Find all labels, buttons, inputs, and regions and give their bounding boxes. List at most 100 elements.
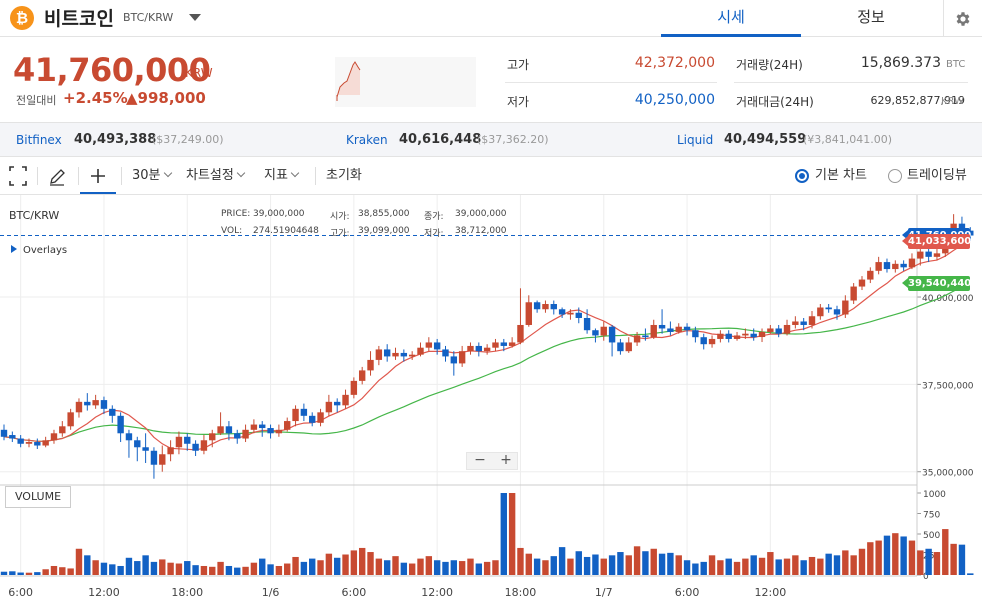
exchange-price: 40,616,448 [399,132,482,147]
high-value: 42,372,000 [634,55,715,71]
candle-body [84,401,91,406]
exchange-price: 40,494,559 [724,132,807,147]
volume-bar [758,557,766,575]
tradingview-radio[interactable] [888,169,902,183]
y-tick-label: 37,500,000 [922,381,974,391]
interval-dropdown[interactable]: 30분 [132,157,172,195]
candle-body [358,370,366,381]
candle-body [650,324,657,338]
draw-pencil-icon[interactable] [48,157,66,195]
candle-body [350,380,358,395]
candle-body [500,342,507,346]
tradingview-label[interactable]: 트레이딩뷰 [907,168,967,183]
x-tick-label: 12:00 [755,586,787,599]
volume-bar [658,553,666,575]
candle-body [892,263,899,270]
candle-body [608,326,616,343]
candlestick-chart-svg[interactable]: 6:00 12:00 18:00 1/6 6:00 12:00 18:00 1/7 6:00 12… [0,195,982,606]
volume-bar [100,562,108,575]
candle-body [742,333,749,336]
crosshair-icon[interactable] [89,157,107,195]
volume-bar [375,558,383,575]
volume-bar [533,558,541,575]
exchange-usd: ($37,249.00) [152,133,224,146]
pair-dropdown-caret-icon[interactable] [189,14,201,21]
reset-button[interactable]: 초기화 [326,168,362,183]
indicators-label: 지표 [264,168,288,183]
volume-bar [142,555,149,575]
x-tick-label: 1/7 [595,586,613,599]
candle-body [200,440,208,451]
candle-body [533,302,541,310]
candle-body [858,279,866,287]
candle-body [175,436,183,448]
volume-bar [109,564,116,575]
candle-body [225,426,233,434]
settings-gear-icon[interactable] [943,0,982,37]
candle-body [184,436,191,444]
zoom-controls: − + [466,452,518,470]
low-label: 저가 [507,95,530,109]
volume-bar [683,560,691,575]
chart-settings-dropdown[interactable]: 차트설정 [186,157,246,195]
fullscreen-icon[interactable] [9,157,27,195]
x-tick-label: 1/6 [262,586,280,599]
low-value: 40,250,000 [634,92,715,108]
interval-label: 30분 [132,168,161,183]
candle-body [392,352,399,357]
basic-chart-label[interactable]: 기본 차트 [815,168,867,183]
volume-bar [950,543,957,575]
candle-body [442,349,449,357]
basic-chart-radio[interactable] [795,169,809,183]
volume-bar [483,561,491,575]
price-chart[interactable]: 6:00 12:00 18:00 1/6 6:00 12:00 18:00 1/7 6:00 12… [0,195,982,606]
candle-body [725,333,732,339]
volume-bar [458,561,466,575]
candle-body [292,408,299,422]
chart-toolbar: 30분 차트설정 지표 초기화 기본 차트 트레이딩뷰 [0,157,982,195]
info-vol: 274.51904648 [253,226,319,236]
volume-24h-unit: BTC [946,59,966,70]
volume-bar [242,566,249,575]
candle-body [933,253,941,257]
header: ₿ 비트코인 BTC/KRW 시세 정보 [0,0,982,37]
candle-body [50,433,58,441]
overlays-toggle[interactable]: Overlays [11,245,67,256]
tab-quote[interactable]: 시세 [661,0,801,37]
candle-body [750,333,757,338]
volume-bar [583,556,591,575]
candle-body [492,342,499,348]
volume-bar [17,572,24,575]
volume-bar [542,560,549,575]
volume-bar [417,558,424,575]
exchange-prices: Bitfinex 40,493,388 ($37,249.00) Kraken … [0,123,982,157]
amount-24h-value: 629,852,877,919 [870,94,965,107]
bitcoin-icon: ₿ [10,6,34,30]
indicators-dropdown[interactable]: 지표 [264,157,300,195]
candle-body [92,400,99,406]
info-close-label: 종가: [424,212,444,222]
x-tick-label: 6:00 [675,586,700,599]
info-close: 39,000,000 [455,209,507,219]
volume-bar [367,552,374,575]
ma-long-price-tag: 39,540,440 [902,275,972,291]
candle-body [59,426,66,434]
volume-bar [9,571,16,575]
coin-name: 비트코인 [44,8,114,30]
candle-body [325,401,333,413]
zoom-out-button[interactable]: − [474,452,486,468]
volume-bar [475,563,483,575]
tab-info[interactable]: 정보 [857,8,885,26]
volume-bar [59,567,66,575]
candle-body [633,335,641,343]
candle-body [850,286,857,301]
zoom-in-button[interactable]: + [500,452,512,468]
candle-body [342,394,349,406]
volume-bar [159,559,166,575]
candle-body [842,300,849,315]
candle-body [192,443,199,451]
volume-bar [408,563,416,575]
volume-bar [725,558,732,575]
volume-bar [625,555,632,575]
volume-tick-label: 0 [923,572,929,582]
